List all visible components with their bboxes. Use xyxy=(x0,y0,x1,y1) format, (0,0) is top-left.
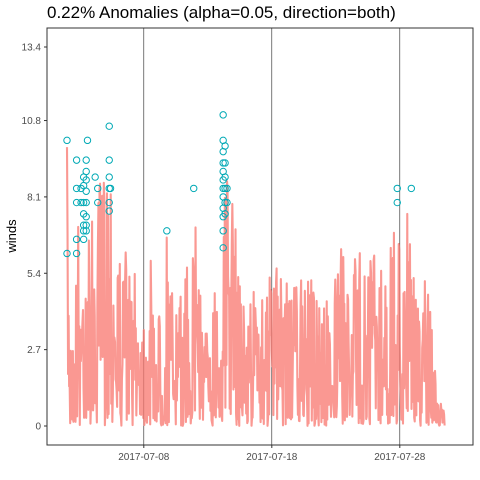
anomaly-point xyxy=(63,136,71,145)
anomaly-point xyxy=(219,227,227,235)
anomaly-point xyxy=(163,227,171,235)
anomaly-point xyxy=(79,198,88,207)
anomaly-point xyxy=(221,173,229,181)
y-tick-label: 0 xyxy=(35,422,41,433)
anomaly-point xyxy=(219,184,227,193)
anomaly-point xyxy=(94,198,102,207)
anomaly-point xyxy=(221,159,229,167)
y-tick-label: 10.8 xyxy=(22,116,42,127)
anomaly-point xyxy=(83,136,92,145)
anomaly-point xyxy=(82,198,90,207)
anomaly-point xyxy=(190,184,198,193)
x-tick-label: 2017-07-18 xyxy=(246,452,298,463)
anomaly-point xyxy=(94,184,102,193)
anomaly-point xyxy=(223,184,231,193)
y-tick-label: 5.4 xyxy=(27,269,41,280)
anomaly-point xyxy=(72,198,81,207)
anomaly-point xyxy=(77,198,85,207)
anomaly-point xyxy=(72,235,81,244)
anomaly-point xyxy=(91,173,99,181)
chart-title: 0.22% Anomalies (alpha=0.05, direction=b… xyxy=(47,3,396,22)
anomaly-point xyxy=(393,184,401,193)
anomaly-point xyxy=(82,227,90,235)
anomaly-point xyxy=(223,198,231,207)
anomaly-point xyxy=(79,235,88,244)
anomaly-point xyxy=(219,159,227,167)
x-tick-label: 2017-07-08 xyxy=(118,452,170,463)
anomaly-point xyxy=(221,210,229,218)
y-axis-title: winds xyxy=(4,219,19,254)
anomaly-point xyxy=(105,173,113,181)
anomaly-point xyxy=(82,187,90,195)
anomaly-point xyxy=(82,213,90,221)
anomaly-point xyxy=(393,198,401,207)
anomaly-point xyxy=(105,207,113,215)
y-tick-label: 2.7 xyxy=(27,345,41,356)
winds-series-line xyxy=(65,147,446,427)
anomaly-point xyxy=(219,244,227,252)
anomaly-point xyxy=(82,167,90,176)
anomaly-point xyxy=(221,198,229,207)
anomaly-point xyxy=(72,249,81,258)
y-tick-label: 13.4 xyxy=(22,43,42,54)
anomaly-point xyxy=(82,156,90,164)
anomaly-point xyxy=(82,176,90,184)
anomaly-point xyxy=(82,221,90,229)
anomaly-point xyxy=(105,198,113,207)
anomaly-point xyxy=(72,184,81,193)
anomaly-point xyxy=(221,142,229,150)
anomaly-point xyxy=(63,249,71,258)
anomaly-point xyxy=(105,122,113,130)
anomaly-point xyxy=(407,184,416,193)
anomaly-point xyxy=(106,184,115,193)
y-tick-label: 8.1 xyxy=(27,192,41,203)
x-tick-label: 2017-07-28 xyxy=(374,452,426,463)
anomaly-point xyxy=(221,184,229,193)
anomaly-point xyxy=(72,156,81,164)
anomaly-point xyxy=(105,156,113,164)
anomaly-point xyxy=(219,111,227,119)
